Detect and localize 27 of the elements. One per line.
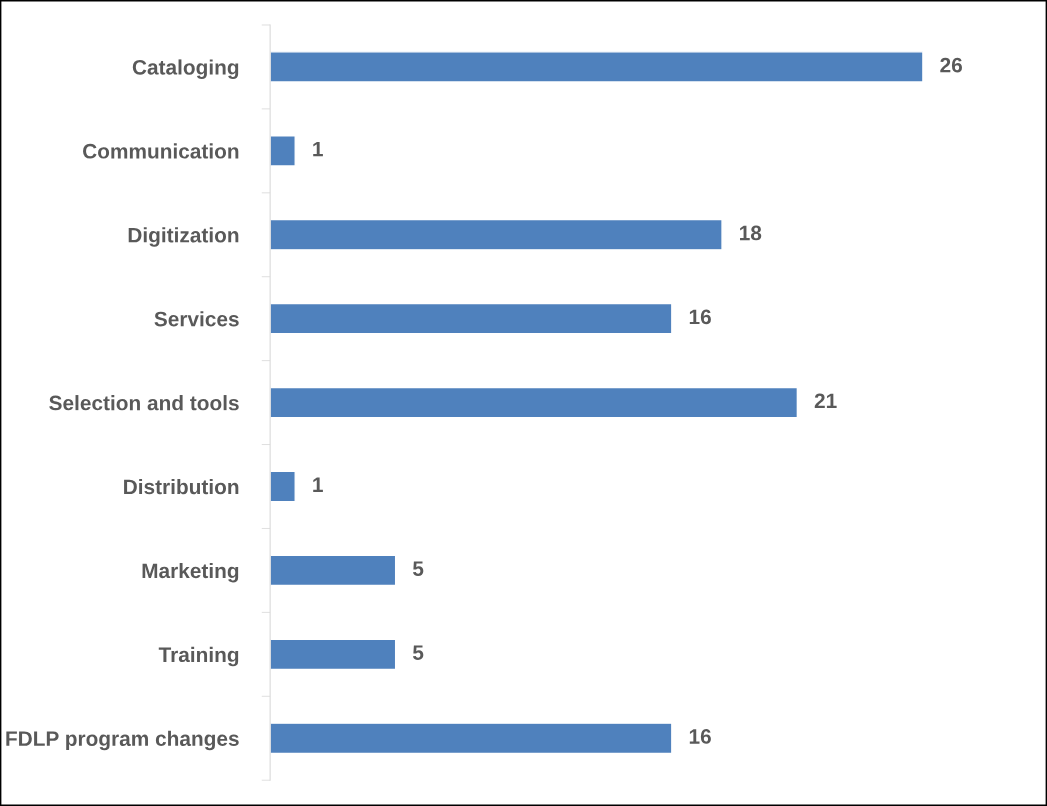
bar	[270, 135, 296, 167]
y-tick-label: Training	[158, 646, 239, 667]
bar	[270, 470, 296, 503]
y-tick-label: Cataloging	[132, 59, 239, 79]
bar	[270, 218, 723, 251]
bar	[270, 386, 799, 419]
y-tick-label: Communication	[83, 143, 239, 159]
bar	[270, 638, 397, 671]
bar	[270, 51, 924, 83]
data-label: 16	[689, 309, 711, 325]
data-label: 5	[412, 645, 424, 660]
y-tick-label: Digitization	[128, 227, 239, 247]
bar	[270, 302, 673, 335]
y-tick-label: Marketing	[142, 562, 239, 583]
data-label: 1	[313, 477, 323, 492]
y-tick-label: Selection and tools	[49, 395, 239, 411]
data-label: 21	[814, 393, 837, 408]
data-label: 1	[313, 141, 323, 157]
bar	[270, 722, 673, 755]
y-tick-label: Services	[154, 311, 239, 327]
bar	[270, 554, 397, 587]
data-label: 5	[412, 561, 424, 577]
data-label: 26	[940, 57, 962, 73]
y-tick-label: Distribution	[124, 478, 239, 495]
data-label: 16	[689, 729, 711, 744]
y-tick-label: FDLP program changes	[6, 730, 239, 751]
data-label: 18	[740, 225, 762, 241]
